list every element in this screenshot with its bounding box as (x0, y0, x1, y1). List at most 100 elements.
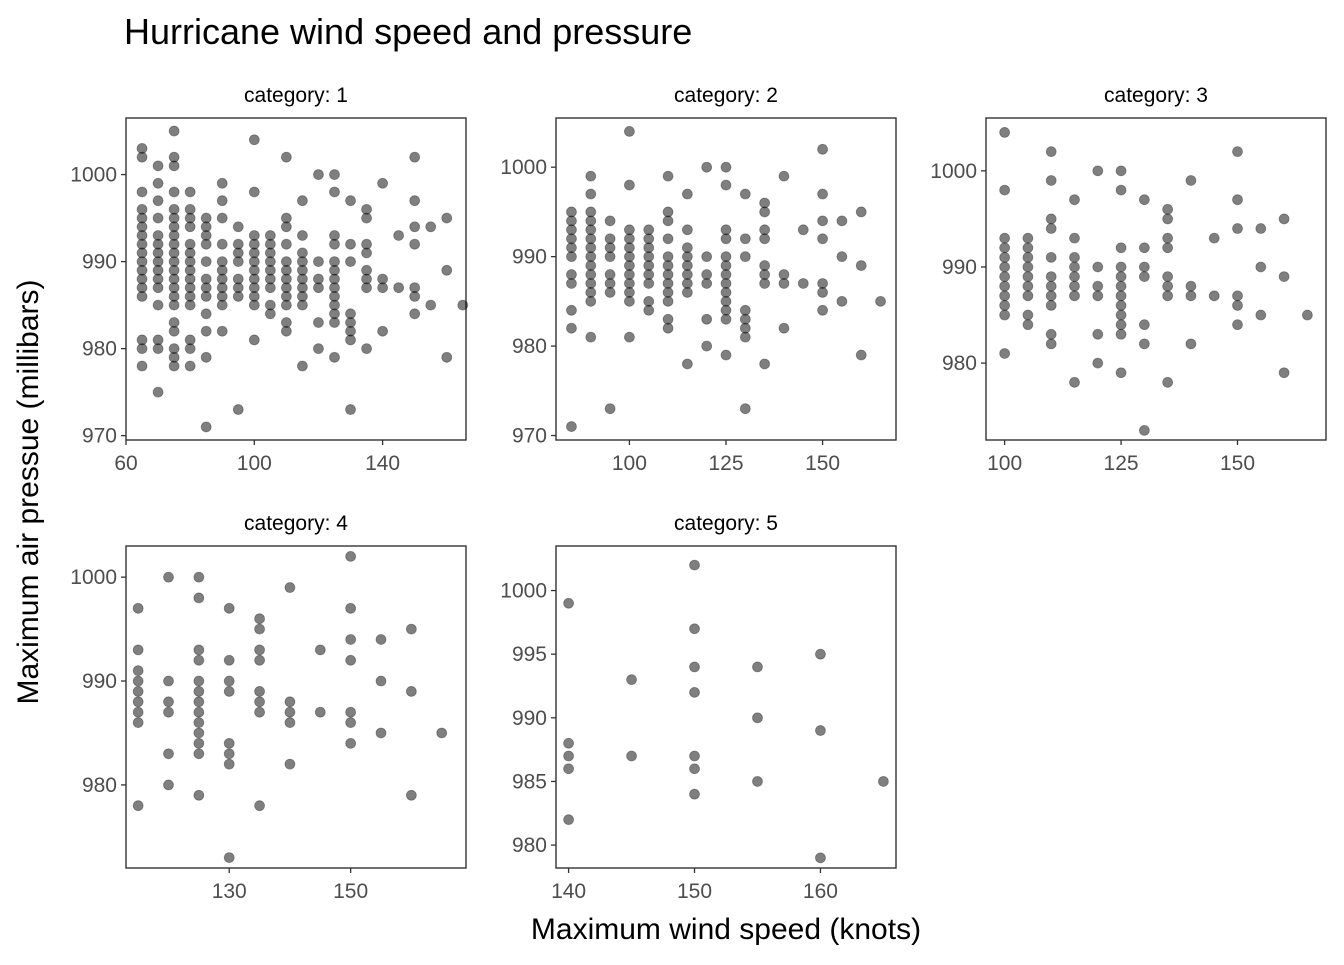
data-point (720, 278, 732, 289)
data-point (626, 750, 637, 762)
data-point (193, 592, 205, 604)
data-point (200, 351, 212, 363)
data-point (720, 287, 732, 298)
data-point (585, 206, 597, 218)
data-point (1115, 261, 1127, 273)
data-point (223, 654, 235, 666)
data-point (1232, 146, 1243, 158)
data-point (624, 278, 635, 289)
data-point (585, 215, 597, 227)
data-point (817, 304, 828, 316)
data-point (999, 300, 1011, 311)
y-tick-label: 1000 (70, 164, 117, 187)
data-point (284, 717, 296, 728)
data-point (701, 340, 713, 352)
y-tick-label: 970 (512, 425, 547, 448)
data-point (280, 221, 292, 233)
y-tick-label: 1000 (930, 160, 977, 183)
y-tick-label: 980 (942, 352, 977, 375)
data-point (152, 282, 164, 294)
y-tick-label: 980 (82, 338, 117, 361)
data-point (329, 169, 340, 180)
facet-panel-4: category: 4 980 990 1000 130 150 (70, 512, 467, 903)
data-point (624, 260, 635, 271)
data-point (329, 186, 340, 198)
data-point (1092, 280, 1104, 292)
data-point (223, 758, 235, 770)
data-point (815, 725, 826, 736)
data-point (1115, 280, 1127, 292)
data-point (797, 224, 809, 236)
data-point (681, 251, 693, 263)
data-point (223, 675, 235, 687)
data-point (393, 230, 405, 241)
data-point (136, 291, 148, 302)
data-point (624, 251, 635, 263)
data-point (566, 269, 577, 280)
data-point (132, 800, 144, 812)
data-point (1138, 319, 1150, 331)
data-point (193, 789, 205, 801)
panel-border (125, 117, 467, 441)
data-point (457, 299, 469, 311)
data-point (200, 238, 212, 250)
data-point (1232, 319, 1243, 331)
data-point (566, 304, 577, 316)
data-point (643, 304, 655, 316)
data-point (193, 748, 205, 760)
data-point (313, 282, 324, 294)
data-point (1045, 280, 1057, 292)
data-point (284, 582, 296, 593)
data-point (701, 278, 713, 289)
data-point (815, 648, 826, 660)
data-point (152, 212, 164, 224)
data-point (759, 197, 771, 209)
data-point (329, 317, 340, 328)
data-point (254, 800, 265, 812)
data-point (817, 233, 828, 245)
data-point (1138, 194, 1150, 206)
data-point (1022, 261, 1034, 273)
data-point (1232, 300, 1243, 311)
data-point (232, 256, 244, 267)
x-tick-label: 100 (612, 452, 647, 475)
data-point (701, 313, 713, 325)
data-point (168, 360, 180, 372)
data-point (216, 238, 228, 250)
data-point (681, 188, 693, 200)
data-point (193, 675, 205, 687)
data-point (720, 260, 732, 271)
data-point (168, 325, 180, 337)
data-point (643, 242, 655, 254)
facet-strip-label: category: 1 (244, 84, 348, 107)
data-point (1092, 357, 1104, 369)
data-point (689, 686, 700, 698)
data-point (720, 161, 732, 173)
data-point (193, 727, 205, 739)
data-point (1185, 175, 1197, 186)
data-point (223, 852, 235, 864)
data-point (999, 251, 1011, 263)
data-point (132, 717, 144, 728)
data-point (280, 325, 292, 337)
y-tick-label: 990 (82, 670, 117, 693)
data-point (752, 661, 763, 673)
data-point (681, 358, 693, 370)
data-point (563, 750, 574, 762)
x-tick-label: 150 (1220, 452, 1255, 475)
data-point (817, 278, 828, 289)
data-point (999, 290, 1011, 302)
data-point (643, 269, 655, 280)
data-point (662, 260, 674, 271)
facet-strip-label: category: 2 (674, 84, 778, 107)
data-point (1138, 242, 1150, 254)
data-point (136, 360, 148, 372)
data-point (193, 644, 205, 656)
data-point (264, 282, 276, 294)
data-point (701, 161, 713, 173)
y-tick-label: 990 (512, 707, 547, 730)
data-point (681, 269, 693, 280)
y-tick-label: 980 (512, 335, 547, 358)
facet-strip-label: category: 4 (244, 512, 348, 535)
